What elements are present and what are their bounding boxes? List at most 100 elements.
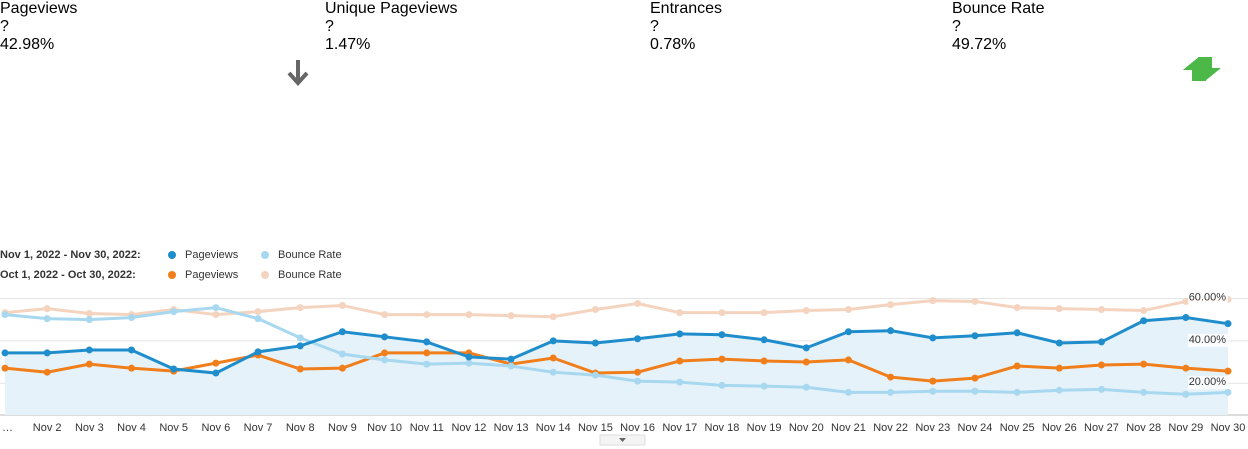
data-point [423,349,431,357]
x-tick-label: Nov 12 [451,422,486,434]
data-point [465,353,473,361]
x-tick-label: Nov 11 [410,422,444,434]
data-point [718,381,726,389]
x-tick-label: Nov 9 [328,422,357,434]
data-point [296,365,304,373]
data-point [1097,361,1105,369]
data-point [1097,305,1105,313]
metric-header[interactable]: Unique Pageviews? [325,0,650,36]
data-point [465,359,473,367]
data-point [634,377,642,385]
data-point [591,305,599,313]
data-point [1055,339,1063,347]
data-point [887,301,895,309]
legend-swatch [168,271,176,279]
data-point [676,357,684,365]
trend-arrow [1189,57,1221,81]
data-point [43,305,51,313]
x-tick-label: Nov 24 [958,422,993,434]
legend-label: Pageviews [185,249,239,261]
data-point [591,371,599,379]
x-tick-label: Nov 28 [1126,422,1161,434]
legend-swatch [261,271,269,279]
data-point [549,368,557,376]
data-point [929,387,937,395]
data-point [549,354,557,362]
data-point [43,368,51,376]
data-point [212,311,220,319]
data-point [381,349,389,357]
data-point [549,313,557,321]
data-point [1013,329,1021,337]
metric-header[interactable]: Bounce Rate? [952,0,1248,36]
data-point [929,334,937,342]
data-point [296,342,304,350]
metrics-table: Pageviews? 42.98% Unique Pageviews? 1.47% En… [0,0,1248,235]
x-tick-label: Nov 8 [286,422,315,434]
data-point [591,339,599,347]
x-tick-label: Nov 19 [747,422,782,434]
data-point [718,331,726,339]
data-point [929,377,937,385]
data-point [887,388,895,396]
data-point [844,328,852,336]
data-point [1,349,9,357]
x-tick-label: Nov 10 [367,422,402,434]
data-point [1224,320,1232,328]
data-point [760,309,768,317]
data-point [423,311,431,319]
data-point [1182,390,1190,398]
data-point [507,362,515,370]
data-point [718,309,726,317]
data-point [760,357,768,365]
x-tick-label: … [2,422,13,434]
y-tick-label: 60.00% [1189,291,1227,303]
data-point [718,355,726,363]
data-point [338,350,346,358]
data-point [676,330,684,338]
data-point [43,315,51,323]
metric-title: Pageviews [0,0,78,17]
x-tick-label: Nov 13 [494,422,529,434]
data-point [802,307,810,315]
data-point [971,332,979,340]
series-line [4,351,1229,383]
metric-column: Bounce Rate? 49.72% [952,0,1248,235]
data-point [760,382,768,390]
metric-header[interactable]: Pageviews? [0,0,325,86]
legend-swatch [261,251,269,259]
x-tick-label: Nov 26 [1042,422,1077,434]
y-tick-label: 20.00% [1189,376,1227,388]
x-tick-label: Nov 27 [1084,422,1119,434]
data-point [802,383,810,391]
data-point [128,314,136,322]
data-point [802,344,810,352]
data-point [676,378,684,386]
data-point [128,364,136,372]
x-tick-label: Nov 22 [873,422,908,434]
x-tick-label: Nov 3 [75,422,104,434]
data-point [254,308,262,316]
legend-label: Bounce Rate [278,269,342,281]
data-point [212,304,220,312]
data-point [676,309,684,317]
metric-value-cell: 0.78% [650,36,1215,81]
data-point [887,373,895,381]
data-point [634,368,642,376]
x-tick-label: Nov 6 [201,422,230,434]
data-point [212,369,220,377]
sort-arrow[interactable] [286,58,310,88]
data-point [1,364,9,372]
data-point [1097,385,1105,393]
data-point [507,312,515,320]
data-point [43,349,51,357]
data-point [423,338,431,346]
data-point [296,334,304,342]
data-point [381,333,389,341]
tick-label-bg [1188,376,1228,390]
x-tick-label: Nov 4 [117,422,146,434]
data-point [1140,388,1148,396]
metric-header[interactable]: Entrances? [650,0,952,36]
data-point [1013,388,1021,396]
data-point [971,374,979,382]
